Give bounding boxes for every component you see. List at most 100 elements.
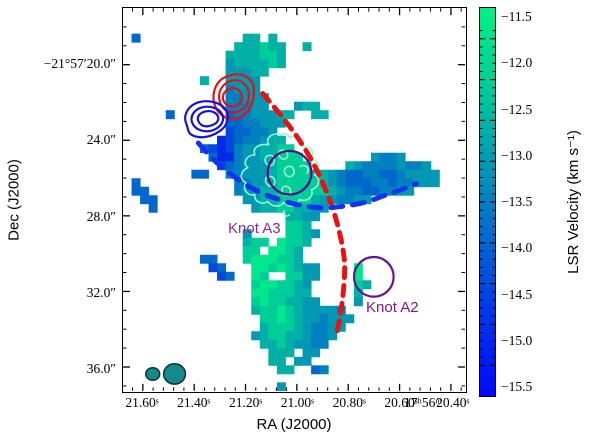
map-cell <box>379 169 389 179</box>
map-cell <box>285 203 295 213</box>
map-cell <box>208 263 218 273</box>
contour-path <box>299 164 310 175</box>
map-cell <box>285 280 295 290</box>
map-cell <box>259 322 269 332</box>
map-cell <box>217 135 227 145</box>
map-cell <box>251 76 261 86</box>
map-cell <box>294 356 303 366</box>
map-cell <box>294 186 303 196</box>
map-cell <box>353 297 363 307</box>
map-cell <box>302 305 312 315</box>
y-tick-label: −21°57′20.0″ <box>43 56 116 71</box>
x-tick-label: 21.40ˢ <box>177 395 211 410</box>
map-cell <box>285 144 295 154</box>
map-cell <box>242 42 252 52</box>
contour-path <box>196 109 220 128</box>
map-cell <box>268 33 278 43</box>
map-cell <box>259 67 269 77</box>
map-cell <box>259 339 269 349</box>
map-cell <box>285 254 295 264</box>
map-cell <box>268 186 278 196</box>
map-cell <box>379 152 389 162</box>
map-cell <box>311 348 321 358</box>
map-cell <box>251 237 261 247</box>
map-cell <box>396 169 406 179</box>
map-cell <box>259 271 269 281</box>
x-ticks <box>132 8 462 391</box>
map-cell <box>225 118 235 128</box>
map-cell <box>379 178 389 188</box>
map-cell <box>345 161 355 171</box>
map-cell <box>259 161 269 171</box>
map-cell <box>234 161 244 171</box>
map-cell <box>259 203 269 213</box>
map-cell <box>234 50 244 60</box>
map-cell <box>319 110 329 120</box>
map-cell <box>285 195 295 205</box>
contour-path <box>278 149 289 160</box>
map-cell <box>302 356 312 366</box>
map-cell <box>302 314 312 324</box>
map-cell <box>268 135 278 145</box>
contour-path <box>264 154 276 167</box>
map-cell <box>234 101 244 111</box>
map-cell <box>259 135 269 145</box>
map-cell <box>294 339 303 349</box>
map-cell <box>242 67 252 77</box>
map-cell <box>259 280 269 290</box>
map-cell <box>242 169 252 179</box>
map-cell <box>259 127 269 137</box>
map-cell <box>251 152 261 162</box>
map-cell <box>225 67 235 77</box>
map-cell <box>379 161 389 171</box>
map-cell <box>276 305 286 315</box>
map-cell <box>242 237 252 247</box>
map-cell <box>294 280 303 290</box>
map-cell <box>259 118 269 128</box>
map-cell <box>217 263 227 273</box>
map-cell <box>234 169 244 179</box>
map-cell <box>251 110 261 120</box>
map-cell <box>302 169 312 179</box>
map-cell <box>259 331 269 341</box>
map-cell <box>251 305 261 315</box>
map-cell <box>285 314 295 324</box>
map-cell <box>276 118 286 128</box>
map-cell <box>251 59 261 69</box>
map-cell <box>259 263 269 273</box>
map-cell <box>353 288 363 298</box>
map-cell <box>328 305 338 315</box>
map-cell <box>234 118 244 128</box>
map-cell <box>225 152 235 162</box>
map-cell <box>208 254 218 264</box>
map-cell <box>140 195 150 205</box>
map-cell <box>345 178 355 188</box>
map-cell <box>251 67 261 77</box>
y-tick-label: 32.0″ <box>86 284 116 300</box>
map-cell <box>362 195 372 205</box>
map-cell <box>276 169 286 179</box>
map-cell <box>251 118 261 128</box>
map-cell <box>225 271 235 281</box>
map-cell <box>328 186 338 196</box>
map-cell <box>396 161 406 171</box>
map-cell <box>302 280 312 290</box>
map-cell <box>353 178 363 188</box>
map-cell <box>131 178 141 188</box>
map-cell <box>268 169 278 179</box>
map-cell <box>285 365 295 375</box>
map-cell <box>251 42 261 52</box>
map-cell <box>242 186 252 196</box>
map-cell <box>353 195 363 205</box>
map-cell <box>285 271 295 281</box>
map-cell <box>285 220 295 230</box>
map-cell <box>302 101 312 111</box>
map-cell <box>294 212 303 222</box>
map-cell <box>276 161 286 171</box>
map-cell <box>276 42 286 52</box>
map-cell <box>276 297 286 307</box>
map-cell <box>242 195 252 205</box>
map-cell <box>430 178 440 188</box>
map-cell <box>259 237 269 247</box>
plot-canvas <box>123 8 465 391</box>
